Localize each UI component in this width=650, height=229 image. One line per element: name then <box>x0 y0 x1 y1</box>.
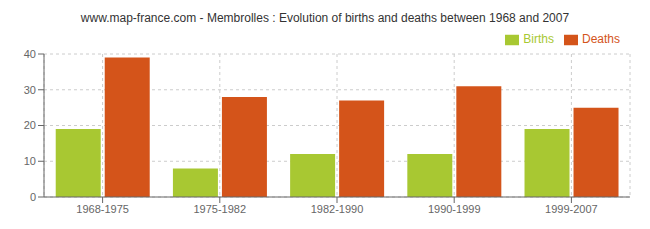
svg-text:1990-1999: 1990-1999 <box>428 203 481 215</box>
html-text:Births: Births <box>523 32 554 46</box>
svg-text:1999-2007: 1999-2007 <box>545 203 598 215</box>
svg-text:0: 0 <box>30 191 36 203</box>
html-text:www.map-france.com - Membrolle: www.map-france.com - Membrolles : Evolut… <box>80 11 570 25</box>
svg-text:1968-1975: 1968-1975 <box>76 203 129 215</box>
svg-text:1975-1982: 1975-1982 <box>193 203 246 215</box>
svg-text:40: 40 <box>24 48 36 60</box>
svg-text:30: 30 <box>24 84 36 96</box>
svg-text:1982-1990: 1982-1990 <box>311 203 364 215</box>
svg-text:10: 10 <box>24 155 36 167</box>
svg-text:20: 20 <box>24 119 36 131</box>
html-text:Deaths: Deaths <box>582 32 620 46</box>
